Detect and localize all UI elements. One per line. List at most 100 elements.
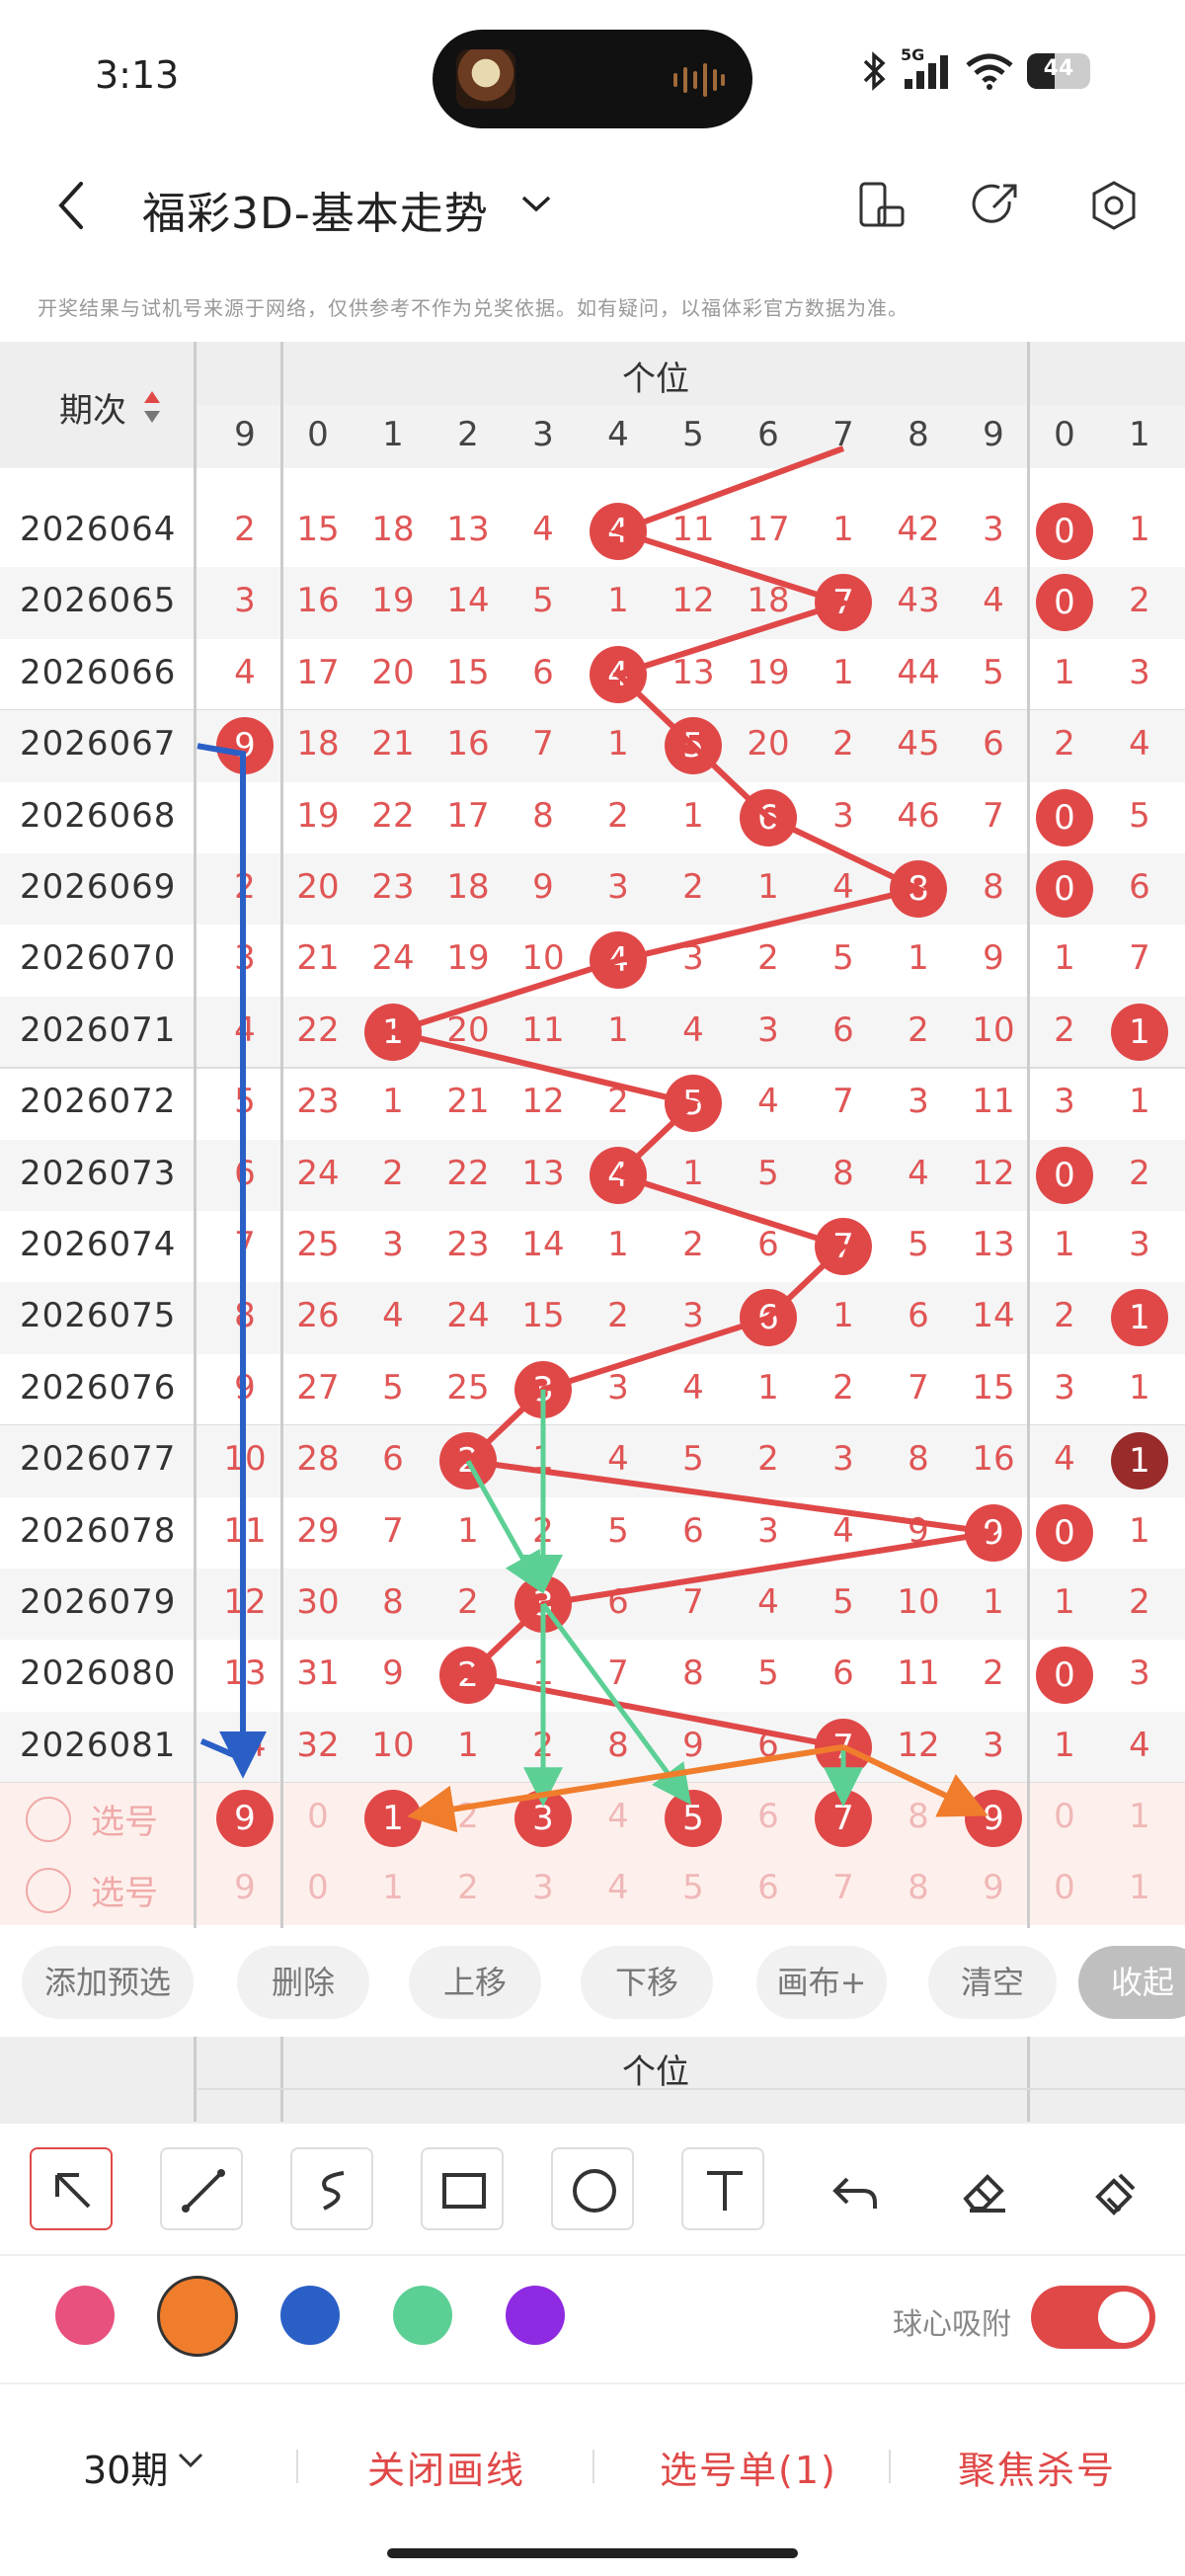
picked-ball[interactable]: 5	[665, 1790, 722, 1848]
select-digit[interactable]: 0	[307, 1868, 329, 1908]
share-icon[interactable]	[970, 180, 1021, 231]
eraser-tool[interactable]	[942, 2147, 1025, 2230]
sort-icon[interactable]	[142, 387, 162, 427]
select-radio[interactable]	[26, 1868, 71, 1914]
picked-ball[interactable]: 3	[514, 1790, 572, 1848]
picked-ball[interactable]: 9	[965, 1790, 1022, 1848]
hit-ball[interactable]: 0	[1036, 503, 1093, 560]
select-digit[interactable]: 2	[457, 1868, 479, 1908]
action-button-0[interactable]: 添加预选	[22, 1946, 194, 2019]
focus-kill-button[interactable]: 聚焦杀号	[958, 2449, 1117, 2492]
hit-ball[interactable]: 0	[1036, 574, 1093, 632]
back-arrow-icon[interactable]	[51, 176, 91, 235]
settings-icon[interactable]	[1088, 180, 1140, 231]
arrow-tool[interactable]	[30, 2147, 113, 2230]
select-digit[interactable]: 9	[983, 1868, 1004, 1908]
rectangle-tool[interactable]	[421, 2147, 504, 2230]
hit-ball[interactable]: 7	[815, 574, 872, 632]
hit-ball[interactable]: 7	[815, 1718, 872, 1776]
select-digit[interactable]: 7	[832, 1868, 854, 1908]
hit-ball[interactable]: 0	[1036, 1146, 1093, 1204]
hit-ball[interactable]: 5	[665, 1075, 722, 1133]
hit-ball[interactable]: 4	[590, 503, 647, 560]
hit-ball[interactable]: 0	[1036, 1647, 1093, 1705]
select-digit[interactable]: 8	[908, 1797, 929, 1837]
select-radio[interactable]	[26, 1797, 71, 1843]
chevron-down-icon[interactable]	[519, 192, 553, 215]
hit-ball[interactable]: 6	[740, 788, 797, 846]
hit-ball[interactable]: 7	[815, 1218, 872, 1275]
miss-count: 10	[371, 1725, 415, 1765]
page-title[interactable]: 福彩3D-基本走势	[142, 189, 489, 239]
miss-count: 20	[446, 1009, 490, 1050]
select-digit[interactable]: 1	[1129, 1868, 1150, 1908]
hit-ball[interactable]: 1	[1111, 1003, 1168, 1061]
hit-ball[interactable]: 6	[740, 1289, 797, 1347]
select-digit[interactable]: 1	[382, 1868, 404, 1908]
select-digit[interactable]: 8	[908, 1868, 929, 1908]
phone-rotate-icon[interactable]	[855, 180, 907, 231]
hit-ball[interactable]: 4	[590, 645, 647, 703]
select-digit[interactable]: 5	[682, 1868, 704, 1908]
picked-ball[interactable]: 1	[364, 1790, 422, 1848]
select-digit[interactable]: 1	[1129, 1797, 1150, 1837]
hit-ball[interactable]: 4	[590, 931, 647, 990]
color-swatch-green[interactable]	[393, 2286, 452, 2345]
hit-ball[interactable]: 2	[439, 1432, 497, 1490]
hit-ball[interactable]: 0	[1036, 788, 1093, 846]
color-swatch-purple[interactable]	[506, 2286, 565, 2345]
action-button-2[interactable]: 上移	[409, 1946, 541, 2019]
select-digit[interactable]: 0	[1054, 1797, 1075, 1837]
text-tool[interactable]	[681, 2147, 764, 2230]
dynamic-island[interactable]	[433, 30, 752, 128]
hit-ball[interactable]: 3	[514, 1360, 572, 1418]
select-digit[interactable]: 0	[1054, 1868, 1075, 1908]
issue-number: 2026069	[20, 867, 177, 907]
hit-ball[interactable]: 1	[364, 1003, 422, 1061]
hit-ball[interactable]: 2	[439, 1647, 497, 1705]
action-button-1[interactable]: 删除	[237, 1946, 369, 2019]
hit-ball[interactable]: 4	[590, 1146, 647, 1204]
color-swatch-orange[interactable]	[157, 2276, 238, 2357]
hit-ball[interactable]: 1	[1111, 1289, 1168, 1347]
hit-ball[interactable]: 1	[1111, 1432, 1168, 1490]
selection-list-button[interactable]: 选号单(1)	[660, 2449, 837, 2492]
action-button-4[interactable]: 画布+	[756, 1946, 887, 2019]
color-swatch-blue[interactable]	[280, 2286, 340, 2345]
hit-ball[interactable]: 9	[965, 1503, 1022, 1562]
close-drawing-button[interactable]: 关闭画线	[367, 2449, 526, 2492]
chevron-down-icon[interactable]	[176, 2450, 205, 2471]
action-button-6[interactable]: 收起	[1078, 1946, 1185, 2019]
picked-ball[interactable]: 9	[216, 1790, 274, 1848]
hit-ball[interactable]: 0	[1036, 860, 1093, 918]
select-digit[interactable]: 3	[532, 1868, 554, 1908]
select-digit[interactable]: 4	[607, 1868, 629, 1908]
color-swatch-pink[interactable]	[55, 2286, 115, 2345]
hit-ball[interactable]: 3	[514, 1575, 572, 1633]
hit-ball[interactable]: 0	[1036, 1503, 1093, 1562]
select-digit[interactable]: 0	[307, 1797, 329, 1837]
select-row[interactable]: 选号 9 0 1 2 3 4 5 6 7 8 9 0 1	[0, 1783, 1185, 1855]
select-digit[interactable]: 9	[234, 1868, 256, 1908]
clear-tool[interactable]	[1072, 2147, 1155, 2230]
action-button-5[interactable]: 清空	[928, 1946, 1057, 2019]
line-tool[interactable]	[160, 2147, 243, 2230]
select-digit[interactable]: 4	[607, 1797, 629, 1837]
action-button-3[interactable]: 下移	[581, 1946, 713, 2019]
hit-ball[interactable]: 5	[665, 717, 722, 775]
select-row[interactable]: 选号 9 0 1 2 3 4 5 6 7 8 9 0 1	[0, 1854, 1185, 1926]
select-digit[interactable]: 6	[757, 1868, 779, 1908]
freehand-tool[interactable]	[290, 2147, 373, 2230]
undo-tool[interactable]	[812, 2147, 895, 2230]
picked-ball[interactable]: 7	[815, 1790, 872, 1848]
snap-toggle[interactable]	[1031, 2286, 1155, 2349]
issue-number: 2026073	[20, 1153, 177, 1193]
hit-ball[interactable]: 8	[890, 860, 947, 918]
issue-column-header[interactable]: 期次	[59, 391, 126, 431]
select-digit[interactable]: 6	[757, 1797, 779, 1837]
select-digit[interactable]: 2	[457, 1797, 479, 1837]
hit-ball[interactable]: 9	[216, 717, 274, 775]
period-selector[interactable]: 30期	[83, 2449, 169, 2492]
circle-tool[interactable]	[551, 2147, 634, 2230]
